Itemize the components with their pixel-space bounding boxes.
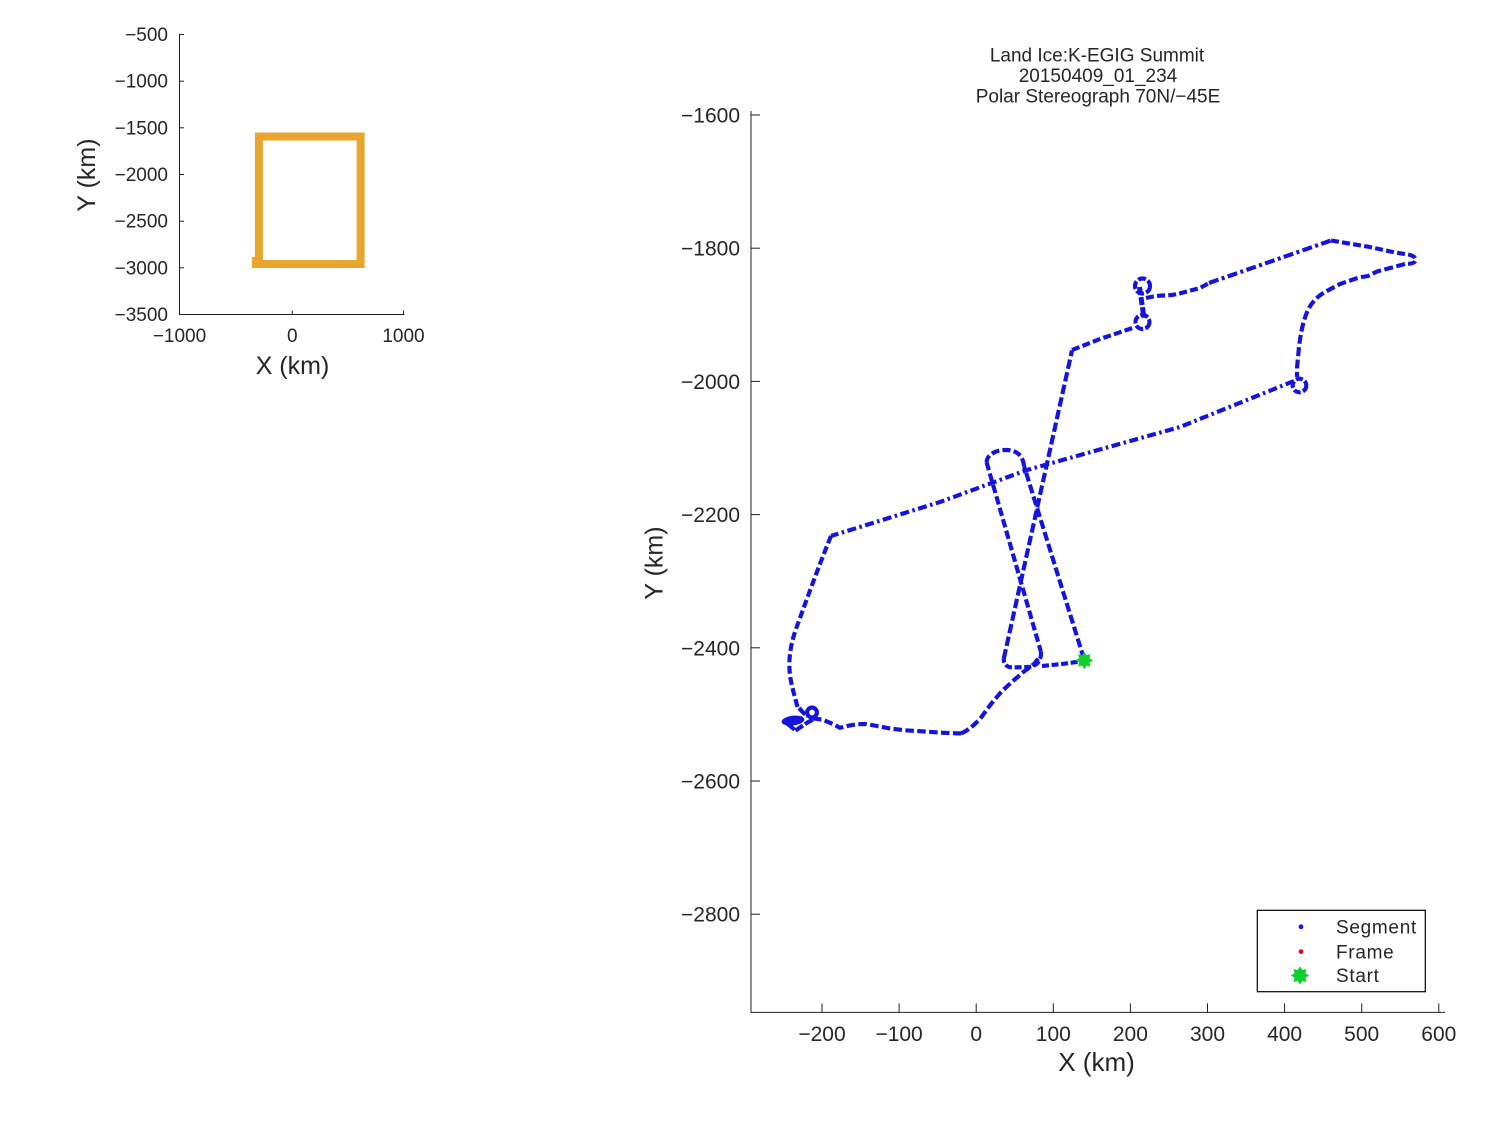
svg-text:X (km): X (km) — [256, 352, 330, 380]
svg-text:Segment: Segment — [1336, 917, 1417, 938]
svg-text:−1800: −1800 — [681, 238, 740, 261]
svg-text:−2800: −2800 — [681, 904, 740, 927]
svg-text:−3500: −3500 — [115, 305, 168, 326]
svg-text:−2600: −2600 — [681, 771, 740, 794]
svg-text:−100: −100 — [875, 1023, 922, 1046]
svg-text:−1000: −1000 — [115, 72, 168, 93]
svg-text:X (km): X (km) — [1058, 1047, 1135, 1077]
svg-text:300: 300 — [1190, 1023, 1225, 1046]
svg-text:600: 600 — [1421, 1023, 1456, 1046]
svg-text:0: 0 — [970, 1023, 982, 1046]
svg-text:Land Ice:K-EGIG Summit: Land Ice:K-EGIG Summit — [990, 46, 1205, 67]
svg-text:−1500: −1500 — [115, 118, 168, 139]
svg-text:−1000: −1000 — [153, 326, 206, 347]
svg-text:−3000: −3000 — [115, 258, 168, 279]
svg-text:Polar Stereograph 70N/−45E: Polar Stereograph 70N/−45E — [976, 87, 1221, 108]
svg-text:200: 200 — [1113, 1023, 1148, 1046]
svg-text:−2500: −2500 — [115, 212, 168, 233]
svg-text:Y (km): Y (km) — [641, 526, 669, 599]
svg-text:100: 100 — [1036, 1023, 1071, 1046]
svg-text:0: 0 — [287, 326, 298, 347]
svg-text:−2200: −2200 — [681, 504, 740, 527]
svg-text:−2000: −2000 — [115, 165, 168, 186]
svg-text:−200: −200 — [798, 1023, 845, 1046]
svg-text:−2400: −2400 — [681, 637, 740, 660]
svg-text:Frame: Frame — [1336, 942, 1394, 963]
svg-text:500: 500 — [1344, 1023, 1379, 1046]
svg-text:−2000: −2000 — [681, 371, 740, 394]
svg-text:−500: −500 — [125, 25, 168, 46]
svg-text:Y (km): Y (km) — [73, 138, 101, 211]
svg-text:1000: 1000 — [382, 326, 424, 347]
svg-text:Start: Start — [1336, 966, 1380, 987]
svg-text:20150409_01_234: 20150409_01_234 — [1019, 66, 1178, 87]
svg-text:400: 400 — [1267, 1023, 1302, 1046]
svg-text:−1600: −1600 — [681, 105, 740, 128]
